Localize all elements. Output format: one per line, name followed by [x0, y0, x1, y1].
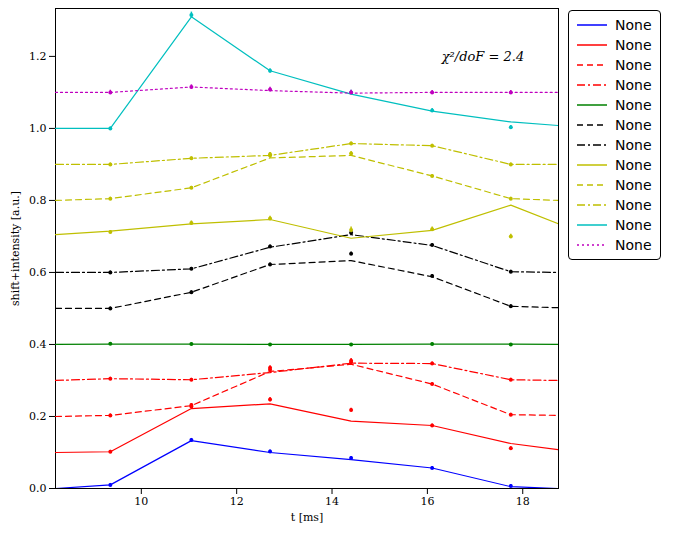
svg-text:0.4: 0.4 [29, 338, 47, 351]
svg-text:t [ms]: t [ms] [291, 511, 324, 524]
html-text:None: None [615, 97, 652, 113]
html-text:None: None [615, 157, 652, 173]
svg-text:χ²/doF = 2.4: χ²/doF = 2.4 [441, 49, 524, 64]
html-text:None: None [615, 177, 652, 193]
svg-text:shift+intensity [a.u.]: shift+intensity [a.u.] [9, 191, 22, 306]
html-text:None: None [615, 217, 652, 233]
html-text:None: None [615, 237, 652, 253]
html-text:None: None [615, 197, 652, 213]
svg-text:0.2: 0.2 [29, 410, 47, 423]
svg-text:12: 12 [230, 495, 244, 508]
svg-text:16: 16 [420, 495, 434, 508]
svg-text:0.6: 0.6 [29, 266, 47, 279]
html-text:None: None [615, 37, 652, 53]
html-text:None: None [615, 57, 652, 73]
svg-text:10: 10 [134, 495, 148, 508]
svg-text:1.0: 1.0 [29, 122, 47, 135]
svg-text:1.2: 1.2 [29, 50, 47, 63]
html-text:None: None [615, 117, 652, 133]
html-text:None: None [615, 17, 652, 33]
html-text:None: None [615, 137, 652, 153]
svg-text:14: 14 [325, 495, 339, 508]
svg-text:18: 18 [516, 495, 530, 508]
html-text:None: None [615, 77, 652, 93]
svg-text:0.8: 0.8 [29, 194, 47, 207]
svg-text:0.0: 0.0 [29, 482, 47, 495]
